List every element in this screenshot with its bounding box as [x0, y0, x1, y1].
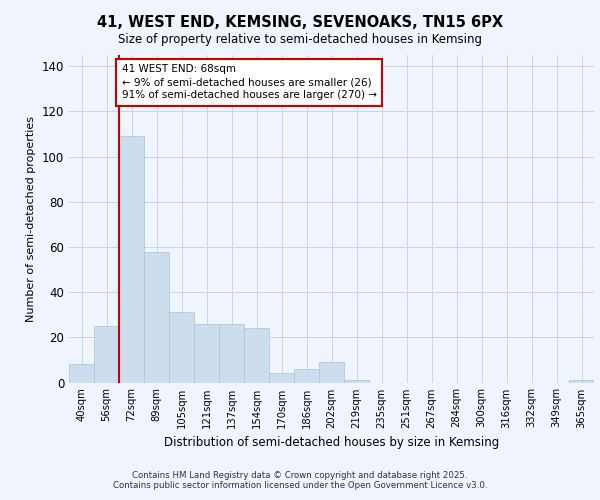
Bar [319, 362, 344, 382]
Text: 41, WEST END, KEMSING, SEVENOAKS, TN15 6PX: 41, WEST END, KEMSING, SEVENOAKS, TN15 6… [97, 15, 503, 30]
Bar [94, 326, 119, 382]
Bar [244, 328, 269, 382]
Bar [269, 374, 294, 382]
Text: Size of property relative to semi-detached houses in Kemsing: Size of property relative to semi-detach… [118, 32, 482, 46]
Text: Contains HM Land Registry data © Crown copyright and database right 2025.
Contai: Contains HM Land Registry data © Crown c… [113, 470, 487, 490]
Bar [569, 380, 594, 382]
X-axis label: Distribution of semi-detached houses by size in Kemsing: Distribution of semi-detached houses by … [164, 436, 499, 449]
Bar [344, 380, 369, 382]
Bar [69, 364, 94, 382]
Bar [119, 136, 144, 382]
Bar [144, 252, 169, 382]
Bar [294, 369, 319, 382]
Bar [194, 324, 219, 382]
Text: 41 WEST END: 68sqm
← 9% of semi-detached houses are smaller (26)
91% of semi-det: 41 WEST END: 68sqm ← 9% of semi-detached… [121, 64, 377, 100]
Bar [169, 312, 194, 382]
Y-axis label: Number of semi-detached properties: Number of semi-detached properties [26, 116, 36, 322]
Bar [219, 324, 244, 382]
